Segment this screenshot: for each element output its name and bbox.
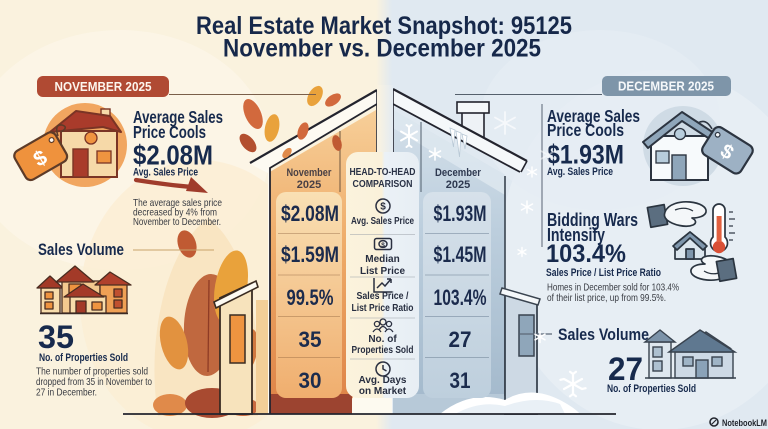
svg-text:November: November [287, 167, 333, 179]
svg-text:27: 27 [608, 351, 643, 387]
svg-text:$1.45M: $1.45M [434, 242, 487, 267]
svg-text:$1.93M: $1.93M [547, 140, 624, 170]
svg-text:27 in December.: 27 in December. [36, 388, 97, 399]
svg-text:NOVEMBER 2025: NOVEMBER 2025 [55, 80, 152, 94]
svg-text:November to December.: November to December. [133, 217, 221, 228]
svg-text:2025: 2025 [446, 179, 470, 191]
svg-text:Properties Sold: Properties Sold [352, 345, 414, 356]
svg-text:Sales Price /: Sales Price / [357, 291, 409, 302]
svg-text:NotebookLM: NotebookLM [722, 418, 767, 428]
svg-text:COMPARISON: COMPARISON [353, 178, 413, 190]
svg-text:$2.08M: $2.08M [133, 140, 213, 171]
svg-text:Average Sales: Average Sales [133, 107, 223, 127]
svg-text:30: 30 [299, 368, 322, 393]
svg-text:Avg. Sales Price: Avg. Sales Price [133, 167, 198, 179]
svg-text:$: $ [381, 242, 385, 249]
svg-text:35: 35 [299, 327, 322, 352]
svg-text:of their list price, up from 9: of their list price, up from 99.5%. [547, 293, 666, 304]
svg-text:$2.08M: $2.08M [281, 201, 339, 226]
svg-text:99.5%: 99.5% [287, 285, 334, 310]
svg-text:No. of Properties Sold: No. of Properties Sold [607, 383, 696, 395]
svg-text:The number of properties sold: The number of properties sold [36, 367, 148, 378]
svg-text:$: $ [380, 202, 386, 213]
svg-text:Price Cools: Price Cools [547, 120, 624, 140]
svg-text:31: 31 [450, 368, 471, 393]
svg-text:Bidding Wars: Bidding Wars [547, 210, 638, 230]
svg-text:decreased by 4% from: decreased by 4% from [133, 208, 217, 219]
svg-text:DECEMBER 2025: DECEMBER 2025 [618, 80, 714, 94]
svg-text:November vs. December 2025: November vs. December 2025 [223, 35, 541, 63]
svg-text:103.4%: 103.4% [546, 240, 626, 268]
svg-text:2025: 2025 [297, 179, 321, 191]
svg-text:Median: Median [365, 254, 399, 265]
svg-text:Real Estate Market Snapshot: 9: Real Estate Market Snapshot: 95125 [196, 12, 572, 40]
svg-text:Sales Price / List Price Ratio: Sales Price / List Price Ratio [546, 267, 661, 279]
svg-text:27: 27 [449, 327, 472, 352]
svg-text:Avg. Sales Price: Avg. Sales Price [547, 166, 613, 178]
svg-text:$1.93M: $1.93M [434, 201, 487, 226]
svg-text:List Price: List Price [360, 266, 405, 277]
svg-text:Average Sales: Average Sales [547, 106, 640, 126]
svg-text:Sales Volume: Sales Volume [558, 325, 649, 344]
svg-text:dropped from 35 in November to: dropped from 35 in November to [36, 377, 152, 388]
svg-text:Avg. Sales Price: Avg. Sales Price [351, 216, 414, 227]
svg-text:List Price Ratio: List Price Ratio [352, 303, 414, 314]
svg-text:HEAD-TO-HEAD: HEAD-TO-HEAD [350, 166, 416, 178]
svg-text:No. of Properties Sold: No. of Properties Sold [39, 352, 128, 364]
svg-text:Sales Volume: Sales Volume [38, 241, 124, 259]
svg-text:December: December [435, 167, 482, 179]
svg-text:35: 35 [38, 319, 74, 355]
svg-text:Homes in December sold for 103: Homes in December sold for 103.4% [547, 283, 679, 294]
svg-text:The average sales price: The average sales price [133, 198, 222, 209]
svg-text:on Market: on Market [359, 386, 407, 397]
svg-text:$1.59M: $1.59M [281, 242, 339, 267]
svg-text:103.4%: 103.4% [434, 285, 487, 310]
svg-text:Avg. Days: Avg. Days [359, 375, 407, 386]
svg-text:Intensify: Intensify [547, 225, 605, 245]
svg-text:No. of: No. of [368, 334, 397, 345]
svg-text:Price Cools: Price Cools [133, 122, 206, 142]
